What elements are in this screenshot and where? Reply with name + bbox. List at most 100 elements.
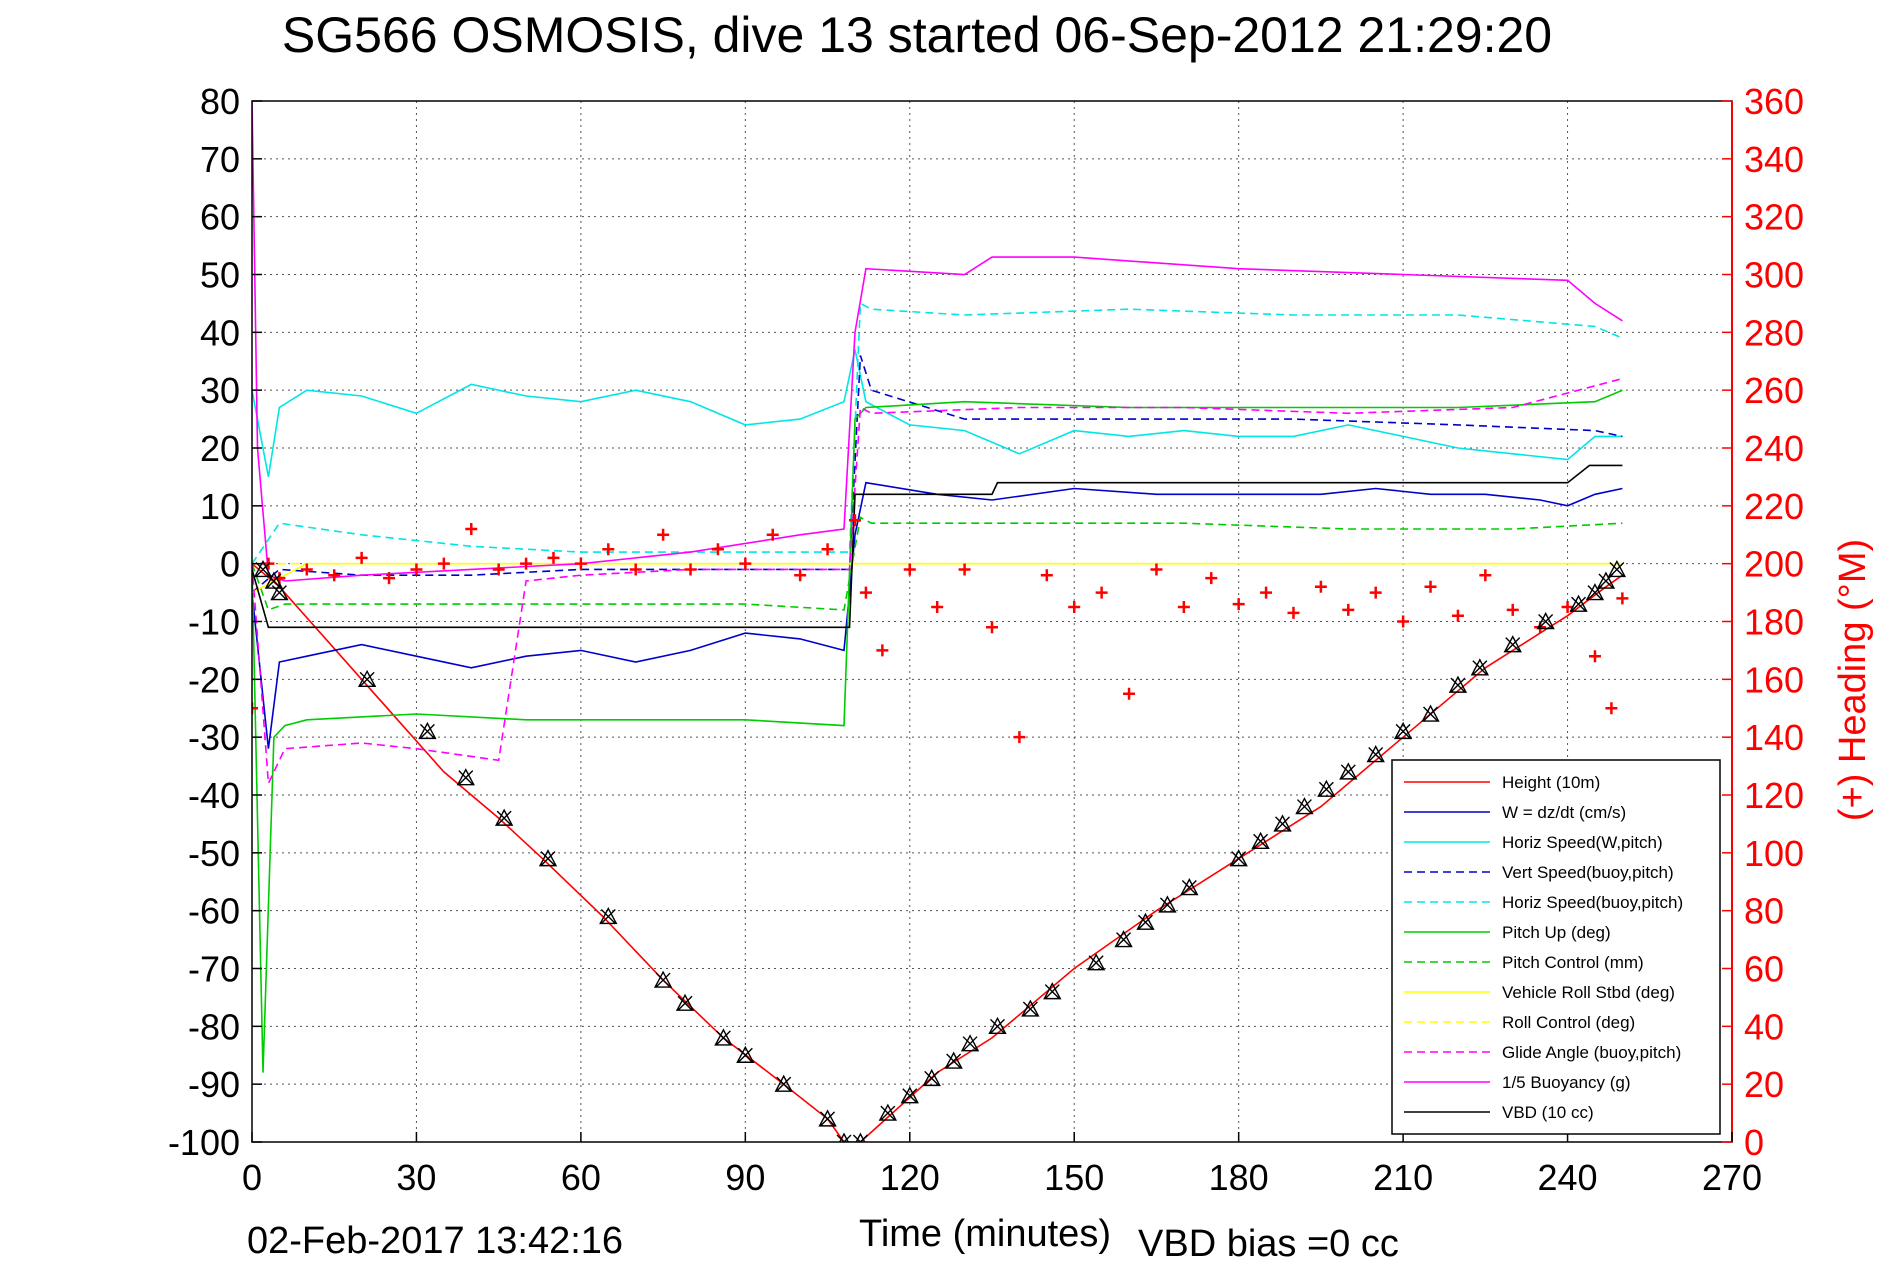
x-tick-label: 120 xyxy=(880,1157,940,1198)
heading-marker xyxy=(1232,598,1245,611)
heading-marker xyxy=(986,621,998,634)
heading-marker xyxy=(848,514,861,527)
heading-marker xyxy=(739,557,752,570)
heading-marker xyxy=(876,644,889,657)
heading-marker xyxy=(437,557,450,570)
depth-marker xyxy=(1503,635,1522,653)
x-axis-label: Time (minutes) xyxy=(859,1213,1111,1255)
heading-marker xyxy=(1506,603,1519,616)
legend-label: VBD (10 cc) xyxy=(1502,1103,1594,1122)
legend-label: Glide Angle (buoy,pitch) xyxy=(1502,1043,1681,1062)
y-tick-label: 70 xyxy=(200,139,240,180)
heading-marker xyxy=(1616,592,1629,605)
depth-marker xyxy=(774,1074,793,1092)
right-y-tick-label: 280 xyxy=(1744,312,1804,353)
depth-marker xyxy=(714,1028,733,1046)
heading-marker xyxy=(629,563,642,576)
heading-marker xyxy=(859,586,872,599)
x-tick-label: 180 xyxy=(1209,1157,1269,1198)
depth-marker xyxy=(1114,930,1133,948)
depth-marker xyxy=(1393,721,1413,740)
right-y-tick-label: 200 xyxy=(1744,544,1804,585)
depth-marker xyxy=(1086,953,1106,971)
right-y-tick-label: 360 xyxy=(1744,81,1804,122)
right-y-tick-label: 100 xyxy=(1744,833,1804,874)
heading-marker xyxy=(1287,606,1300,619)
legend-items: Height (10m) W = dz/dt (cm/s) Horiz Speed(… xyxy=(1404,773,1683,1122)
heading-marker xyxy=(821,543,834,556)
y-tick-label: -10 xyxy=(188,602,240,643)
right-y-tick-label: 160 xyxy=(1744,659,1804,700)
x-tick-label: 210 xyxy=(1373,1157,1433,1198)
right-y-tick-label: 320 xyxy=(1744,197,1804,238)
heading-marker xyxy=(1424,580,1437,593)
legend-label: Pitch Up (deg) xyxy=(1502,923,1611,942)
depth-marker xyxy=(1158,895,1177,913)
legend-label: 1/5 Buoyancy (g) xyxy=(1502,1073,1631,1092)
vbd-bias-label: VBD bias =0 cc xyxy=(1138,1223,1399,1262)
x-tick-label: 270 xyxy=(1702,1157,1762,1198)
right-axis-label: (+) Heading (°M) xyxy=(1832,539,1874,821)
heading-marker xyxy=(1177,601,1190,614)
heading-marker xyxy=(300,563,313,576)
heading-marker xyxy=(657,528,670,541)
heading-marker xyxy=(1260,586,1273,599)
legend: Height (10m) W = dz/dt (cm/s) Horiz Speed(… xyxy=(1391,759,1721,1135)
depth-marker xyxy=(1421,704,1440,722)
y-tick-label: 30 xyxy=(200,370,240,411)
depth-marker xyxy=(1021,999,1040,1017)
y-tick-label: 80 xyxy=(200,81,240,122)
heading-marker xyxy=(1397,615,1410,628)
heading-marker xyxy=(794,569,807,582)
legend-label: Roll Control (deg) xyxy=(1502,1013,1635,1032)
depth-marker xyxy=(922,1068,941,1087)
depth-marker xyxy=(944,1051,963,1069)
legend-label: W = dz/dt (cm/s) xyxy=(1502,803,1626,822)
vbd-10-cc-line xyxy=(252,464,1623,629)
legend-label: Vehicle Roll Stbd (deg) xyxy=(1502,983,1675,1002)
heading-marker xyxy=(903,563,916,576)
heading-marker xyxy=(410,563,423,576)
heading-marker xyxy=(1342,603,1355,616)
heading-marker xyxy=(574,557,587,570)
heading-marker xyxy=(1369,586,1382,599)
depth-marker xyxy=(1295,797,1314,815)
depth-marker xyxy=(270,583,289,601)
right-y-tick-label: 240 xyxy=(1744,428,1804,469)
chart-title: SG566 OSMOSIS, dive 13 started 06-Sep-20… xyxy=(282,7,1552,63)
heading-marker xyxy=(766,528,779,541)
y-tick-label: 60 xyxy=(200,197,240,238)
y-tick-label: 0 xyxy=(220,544,240,585)
depth-marker xyxy=(988,1016,1007,1035)
x-tick-label: 0 xyxy=(242,1157,262,1198)
heading-marker xyxy=(1068,601,1081,614)
depth-marker xyxy=(418,721,437,740)
heading-marker xyxy=(328,569,341,582)
legend-label: Horiz Speed(buoy,pitch) xyxy=(1502,893,1683,912)
right-y-tick-label: 260 xyxy=(1744,370,1804,411)
depth-marker xyxy=(653,970,673,988)
depth-marker xyxy=(1448,675,1468,693)
depth-marker xyxy=(675,993,695,1011)
y-tick-label: -50 xyxy=(188,833,240,874)
vehicle-roll-stbd-deg-line xyxy=(252,562,1623,594)
right-y-tick-label: 40 xyxy=(1744,1006,1784,1047)
depth-marker xyxy=(878,1103,898,1121)
right-y-tick-label: 180 xyxy=(1744,602,1804,643)
horiz-speed-buoy-pitch-line xyxy=(252,302,1623,565)
legend-label: Height (10m) xyxy=(1502,773,1600,792)
depth-marker xyxy=(1366,745,1385,763)
heading-marker xyxy=(383,572,396,585)
heading-marker xyxy=(1040,569,1053,582)
right-y-tick-label: 220 xyxy=(1744,486,1804,527)
y-tick-label: -60 xyxy=(188,891,240,932)
depth-marker xyxy=(960,1034,980,1052)
y-tick-label: -30 xyxy=(188,717,240,758)
y-tick-label: -90 xyxy=(188,1064,240,1105)
pitch-up-deg-line xyxy=(252,389,1623,1073)
right-y-tick-label: 20 xyxy=(1744,1064,1784,1105)
heading-marker xyxy=(492,563,505,576)
heading-marker xyxy=(958,563,971,576)
right-y-tick-label: 0 xyxy=(1744,1122,1764,1163)
